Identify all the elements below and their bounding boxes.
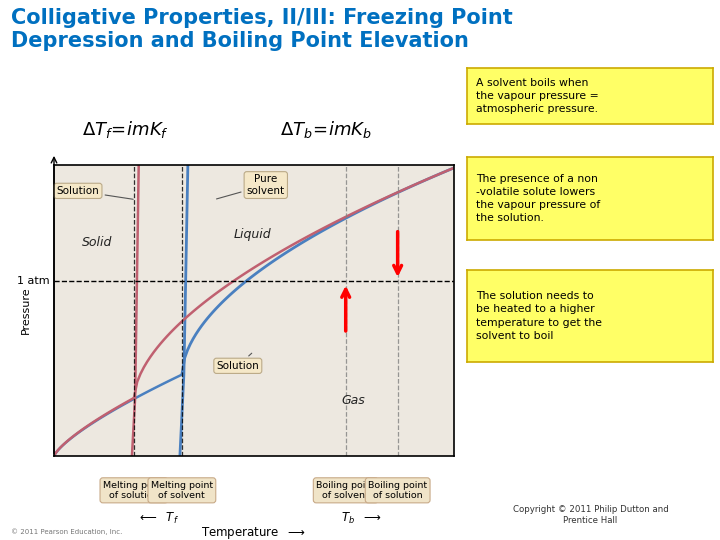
Text: Melting point
of solvent: Melting point of solvent: [150, 481, 213, 500]
Text: Boiling point
of solution: Boiling point of solution: [368, 481, 427, 500]
Text: Boiling point
of solvent: Boiling point of solvent: [316, 481, 375, 500]
Text: Solution: Solution: [57, 186, 133, 199]
Text: $\Delta T_b\!=\!imK_b$: $\Delta T_b\!=\!imK_b$: [280, 119, 372, 140]
Text: Liquid: Liquid: [234, 227, 271, 241]
Text: Pressure: Pressure: [21, 287, 31, 334]
Text: $\longleftarrow$  $T_f$: $\longleftarrow$ $T_f$: [137, 511, 179, 526]
Text: The presence of a non
-volatile solute lowers
the vapour pressure of
the solutio: The presence of a non -volatile solute l…: [477, 174, 600, 223]
Text: $T_b$  $\longrightarrow$: $T_b$ $\longrightarrow$: [341, 511, 382, 526]
Text: Gas: Gas: [342, 394, 366, 407]
Text: Solution: Solution: [217, 353, 259, 371]
Text: © 2011 Pearson Education, Inc.: © 2011 Pearson Education, Inc.: [11, 528, 122, 535]
Text: Pure
solvent: Pure solvent: [217, 174, 285, 199]
Text: A solvent boils when
the vapour pressure =
atmospheric pressure.: A solvent boils when the vapour pressure…: [477, 78, 599, 114]
Text: Colligative Properties, II/III: Freezing Point
Depression and Boiling Point Elev: Colligative Properties, II/III: Freezing…: [11, 8, 513, 51]
Text: Melting point
of solution: Melting point of solution: [103, 481, 165, 500]
Text: Copyright © 2011 Philip Dutton and
Prentice Hall: Copyright © 2011 Philip Dutton and Prent…: [513, 505, 668, 525]
Text: The solution needs to
be heated to a higher
temperature to get the
solvent to bo: The solution needs to be heated to a hig…: [477, 291, 603, 341]
Text: $\Delta T_f\!=\!imK_f$: $\Delta T_f\!=\!imK_f$: [83, 119, 169, 140]
Text: Temperature  $\longrightarrow$: Temperature $\longrightarrow$: [202, 525, 306, 540]
Text: Solid: Solid: [82, 237, 112, 249]
Text: 1 atm: 1 atm: [17, 276, 50, 286]
